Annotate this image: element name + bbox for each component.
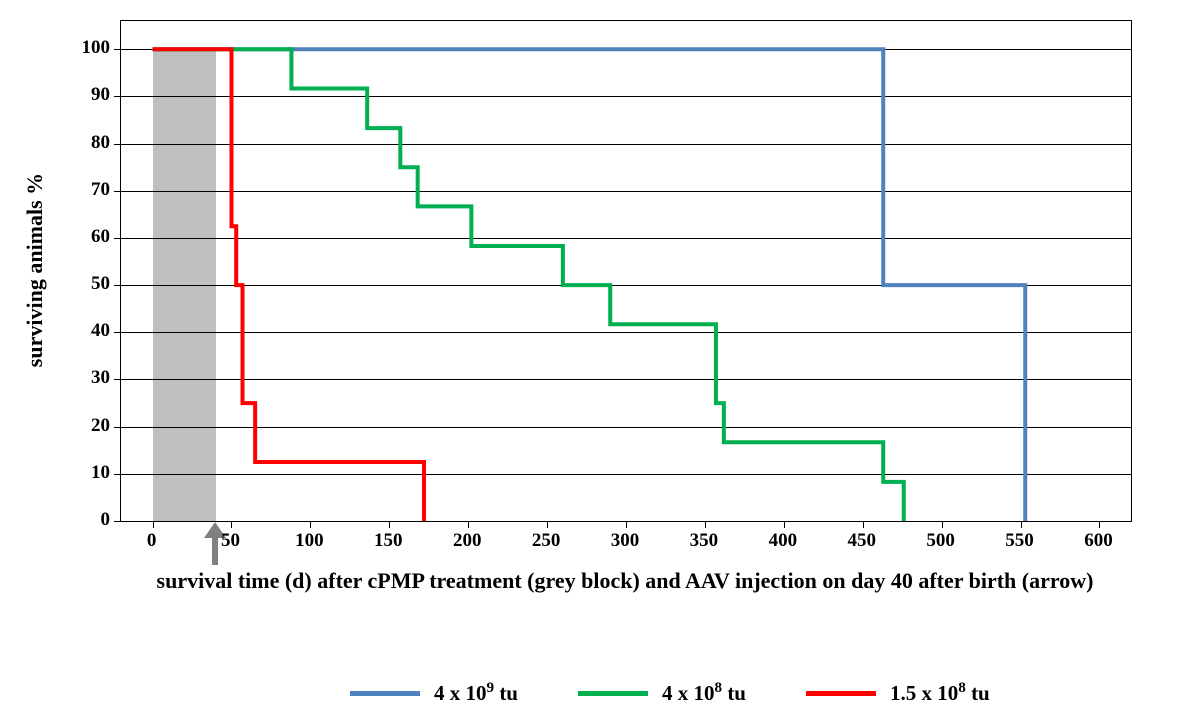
tick-x [942, 521, 943, 528]
tick-label-x: 550 [1005, 530, 1034, 552]
legend-swatch [578, 691, 648, 696]
tick-label-x: 350 [690, 530, 719, 552]
plot-area [120, 20, 1132, 522]
legend-label: 4 x 108 tu [662, 680, 746, 706]
x-axis-title: survival time (d) after cPMP treatment (… [157, 568, 1094, 594]
tick-x [1099, 521, 1100, 528]
y-axis-title: surviving animals % [22, 173, 48, 367]
tick-label-x: 150 [374, 530, 403, 552]
tick-x [468, 521, 469, 528]
tick-label-x: 250 [532, 530, 561, 552]
tick-y [114, 474, 121, 475]
tick-label-y: 20 [91, 415, 110, 437]
legend-label: 4 x 109 tu [434, 680, 518, 706]
tick-y [114, 191, 121, 192]
legend-item: 4 x 108 tu [578, 680, 746, 706]
tick-label-y: 100 [82, 37, 111, 59]
tick-label-x: 300 [611, 530, 640, 552]
tick-x [705, 521, 706, 528]
legend-swatch [350, 691, 420, 696]
tick-label-x: 50 [221, 530, 240, 552]
tick-x [547, 521, 548, 528]
tick-x [784, 521, 785, 528]
tick-label-x: 500 [926, 530, 955, 552]
tick-y [114, 427, 121, 428]
tick-label-x: 450 [847, 530, 876, 552]
legend-label: 1.5 x 108 tu [890, 680, 990, 706]
chart-svg [121, 21, 1131, 521]
tick-label-y: 90 [91, 84, 110, 106]
series-line [153, 49, 424, 521]
tick-label-y: 70 [91, 179, 110, 201]
tick-label-y: 60 [91, 226, 110, 248]
tick-label-x: 0 [147, 530, 157, 552]
series-line [153, 49, 904, 521]
tick-label-x: 200 [453, 530, 482, 552]
tick-x [389, 521, 390, 528]
tick-x [863, 521, 864, 528]
legend-swatch [806, 691, 876, 696]
tick-y [114, 49, 121, 50]
tick-y [114, 332, 121, 333]
tick-y [114, 379, 121, 380]
tick-label-x: 600 [1084, 530, 1113, 552]
tick-label-x: 400 [769, 530, 798, 552]
tick-y [114, 238, 121, 239]
tick-y [114, 96, 121, 97]
tick-y [114, 521, 121, 522]
tick-y [114, 285, 121, 286]
tick-x [153, 521, 154, 528]
legend: 4 x 109 tu 4 x 108 tu 1.5 x 108 tu [350, 680, 990, 706]
tick-label-y: 30 [91, 367, 110, 389]
tick-label-y: 0 [101, 509, 111, 531]
tick-x [626, 521, 627, 528]
tick-label-x: 100 [295, 530, 324, 552]
tick-x [310, 521, 311, 528]
tick-label-y: 80 [91, 132, 110, 154]
tick-label-y: 40 [91, 320, 110, 342]
tick-x [1021, 521, 1022, 528]
tick-x [231, 521, 232, 528]
legend-item: 1.5 x 108 tu [806, 680, 990, 706]
tick-y [114, 144, 121, 145]
tick-label-y: 50 [91, 273, 110, 295]
tick-label-y: 10 [91, 462, 110, 484]
legend-item: 4 x 109 tu [350, 680, 518, 706]
